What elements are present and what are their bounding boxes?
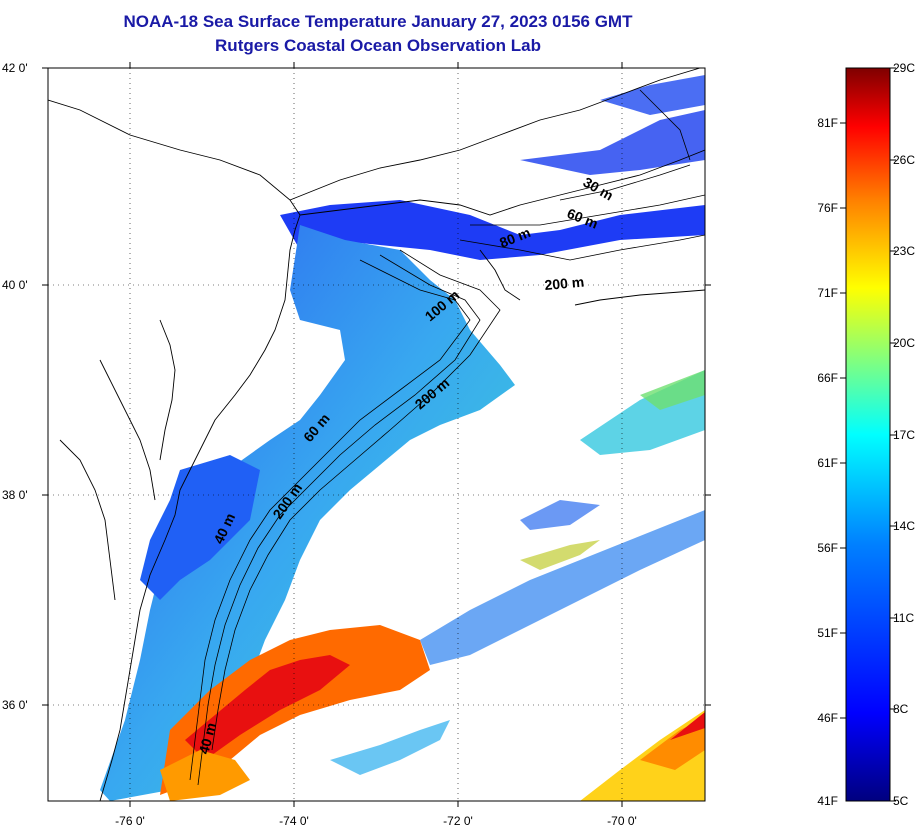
map-title: NOAA-18 Sea Surface Temperature January …	[123, 12, 633, 31]
fahrenheit-label: 51F	[817, 626, 838, 640]
bathymetry-contours	[189, 89, 705, 786]
lat-tick-label: 40 0'	[2, 278, 28, 292]
colorbar: 29C 26C 23C 20C 17C 14C 11C 8C 5C 81F 76…	[817, 61, 915, 808]
tick-marks	[42, 62, 711, 807]
celsius-label: 20C	[893, 336, 915, 350]
lon-tick-label: -74 0'	[279, 814, 309, 828]
colorbar-gradient	[845, 67, 891, 802]
fahrenheit-label: 66F	[817, 371, 838, 385]
celsius-label: 5C	[893, 794, 909, 808]
fahrenheit-label: 71F	[817, 286, 838, 300]
fahrenheit-label: 81F	[817, 116, 838, 130]
map-panel: 30 m 60 m 80 m 200 m 100 m 200 m 60 m 20…	[48, 68, 705, 801]
celsius-label: 14C	[893, 519, 915, 533]
lat-tick-label: 36 0'	[2, 698, 28, 712]
lat-tick-label: 38 0'	[2, 488, 28, 502]
coastline	[48, 68, 705, 801]
sst-field	[100, 75, 705, 801]
celsius-label: 11C	[893, 611, 914, 625]
celsius-label: 29C	[893, 61, 915, 75]
lon-tick-label: -76 0'	[115, 814, 145, 828]
fahrenheit-label: 56F	[817, 541, 838, 555]
fahrenheit-label: 76F	[817, 201, 838, 215]
lat-tick-label: 42 0'	[2, 61, 28, 75]
celsius-label: 17C	[893, 428, 915, 442]
fahrenheit-label: 61F	[817, 456, 838, 470]
celsius-label: 26C	[893, 153, 915, 167]
map-frame	[47, 67, 706, 802]
fahrenheit-label: 41F	[817, 794, 838, 808]
map-subtitle: Rutgers Coastal Ocean Observation Lab	[215, 36, 541, 55]
lon-tick-label: -72 0'	[443, 814, 473, 828]
longitude-labels: -76 0' -74 0' -72 0' -70 0'	[115, 814, 637, 828]
latitude-labels: 42 0' 40 0' 38 0' 36 0'	[2, 61, 28, 712]
colorbar-ticks	[840, 67, 896, 802]
contour-label: 40 m	[195, 721, 219, 756]
celsius-label: 23C	[893, 244, 915, 258]
graticule	[48, 68, 705, 801]
lon-tick-label: -70 0'	[607, 814, 637, 828]
celsius-label: 8C	[893, 702, 909, 716]
fahrenheit-label: 46F	[817, 711, 838, 725]
contour-label: 200 m	[544, 274, 585, 293]
